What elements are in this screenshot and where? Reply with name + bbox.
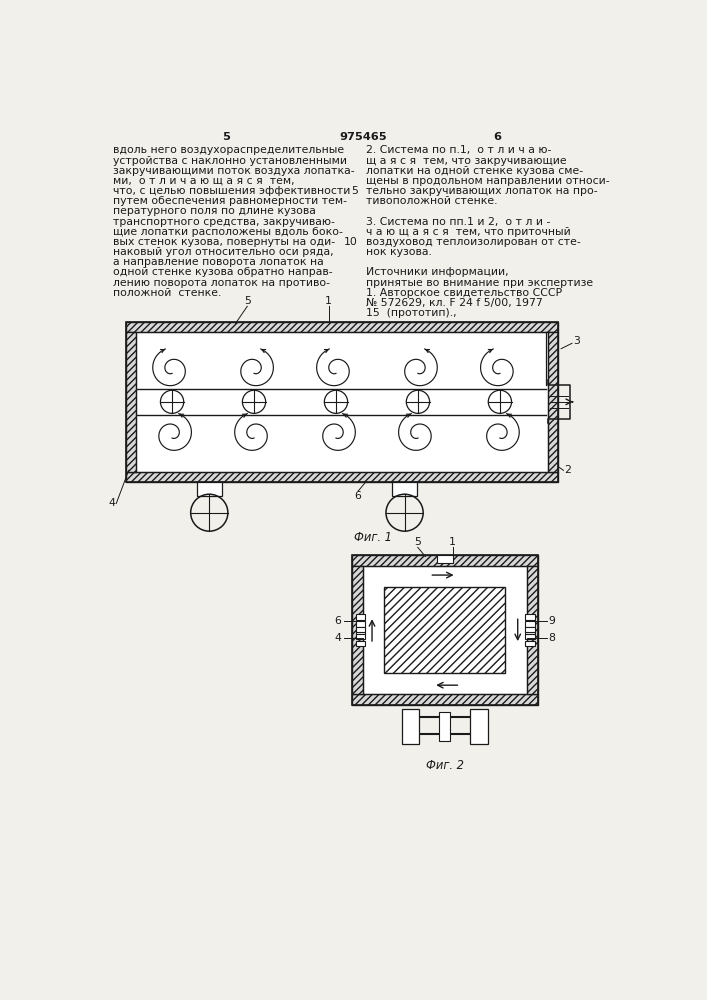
Bar	[525, 614, 534, 620]
Text: 6: 6	[493, 132, 501, 142]
Bar	[356, 627, 365, 632]
Text: принятые во внимание при экспертизе: принятые во внимание при экспертизе	[366, 278, 593, 288]
Bar	[352, 566, 363, 694]
Bar	[136, 332, 548, 472]
Text: 3: 3	[573, 336, 580, 346]
Text: 5: 5	[414, 537, 421, 547]
Text: вдоль него воздухораспределительные: вдоль него воздухораспределительные	[113, 145, 344, 155]
Text: а направление поворота лопаток на: а направление поворота лопаток на	[113, 257, 324, 267]
Bar	[392, 482, 417, 496]
Bar	[352, 694, 538, 705]
Text: лению поворота лопаток на противо-: лению поворота лопаток на противо-	[113, 278, 330, 288]
Text: 975465: 975465	[339, 132, 387, 142]
Text: № 572629, кл. F 24 f 5/00, 1977: № 572629, кл. F 24 f 5/00, 1977	[366, 298, 542, 308]
Bar	[527, 566, 538, 694]
Bar	[363, 566, 527, 694]
Text: Фиг. 2: Фиг. 2	[426, 759, 464, 772]
Text: закручивающими поток воздуха лопатка-: закручивающими поток воздуха лопатка-	[113, 166, 355, 176]
Text: щены в продольном направлении относи-: щены в продольном направлении относи-	[366, 176, 609, 186]
Bar	[470, 709, 488, 744]
Text: 5: 5	[351, 186, 358, 196]
Text: тельно закручивающих лопаток на про-: тельно закручивающих лопаток на про-	[366, 186, 597, 196]
Text: 9: 9	[549, 616, 556, 626]
Text: 8: 8	[549, 633, 556, 643]
Bar	[197, 482, 222, 496]
Text: 5: 5	[221, 132, 230, 142]
Bar	[356, 614, 365, 620]
Text: нок кузова.: нок кузова.	[366, 247, 432, 257]
Text: щие лопатки расположены вдоль боко-: щие лопатки расположены вдоль боко-	[113, 227, 343, 237]
Bar	[440, 712, 450, 741]
Text: 1: 1	[325, 296, 332, 306]
Text: 10: 10	[344, 237, 358, 247]
Bar	[352, 555, 538, 705]
Text: устройства с наклонно установленными: устройства с наклонно установленными	[113, 156, 347, 166]
Bar	[437, 555, 452, 563]
Text: ч а ю щ а я с я  тем, что приточный: ч а ю щ а я с я тем, что приточный	[366, 227, 571, 237]
Bar	[525, 628, 534, 634]
Bar	[136, 332, 548, 472]
Bar	[548, 332, 558, 472]
Bar	[525, 641, 534, 646]
Bar	[525, 627, 534, 632]
Text: транспортного средства, закручиваю-: транспортного средства, закручиваю-	[113, 217, 335, 227]
Text: воздуховод теплоизолирован от сте-: воздуховод теплоизолирован от сте-	[366, 237, 580, 247]
Text: Фиг. 1: Фиг. 1	[354, 531, 392, 544]
Bar	[126, 472, 558, 482]
Text: пературного поля по длине кузова: пературного поля по длине кузова	[113, 206, 316, 216]
Text: ми,  о т л и ч а ю щ а я с я  тем,: ми, о т л и ч а ю щ а я с я тем,	[113, 176, 295, 186]
Text: 3. Система по пп.1 и 2,  о т л и -: 3. Система по пп.1 и 2, о т л и -	[366, 217, 550, 227]
Bar	[356, 634, 365, 639]
Text: положной  стенке.: положной стенке.	[113, 288, 221, 298]
Bar	[356, 628, 365, 634]
Bar	[385, 587, 506, 673]
Bar	[352, 555, 538, 566]
Text: 2: 2	[564, 465, 571, 475]
Text: вых стенок кузова, повернуты на оди-: вых стенок кузова, повернуты на оди-	[113, 237, 335, 247]
Bar	[402, 709, 419, 744]
Text: что, с целью повышения эффективности: что, с целью повышения эффективности	[113, 186, 351, 196]
Bar	[363, 566, 527, 694]
Bar	[126, 322, 558, 482]
Bar	[126, 332, 136, 472]
Text: 4: 4	[334, 633, 341, 643]
Bar	[525, 621, 534, 627]
Text: 2. Система по п.1,  о т л и ч а ю-: 2. Система по п.1, о т л и ч а ю-	[366, 145, 551, 155]
Text: 1: 1	[449, 537, 456, 547]
Text: 6: 6	[334, 616, 341, 626]
Text: щ а я с я  тем, что закручивающие: щ а я с я тем, что закручивающие	[366, 156, 566, 166]
Text: наковый угол относительно оси ряда,: наковый угол относительно оси ряда,	[113, 247, 334, 257]
Text: 1. Авторское свидетельство СССР: 1. Авторское свидетельство СССР	[366, 288, 562, 298]
Text: 6: 6	[355, 491, 361, 501]
Bar	[525, 634, 534, 639]
Text: 5: 5	[244, 296, 251, 306]
Text: 15  (прототип).,: 15 (прототип).,	[366, 308, 457, 318]
Text: 4: 4	[108, 498, 115, 508]
Text: тивоположной стенке.: тивоположной стенке.	[366, 196, 497, 206]
Bar	[356, 621, 365, 627]
Text: лопатки на одной стенке кузова сме-: лопатки на одной стенке кузова сме-	[366, 166, 583, 176]
Text: путем обеспечения равномерности тем-: путем обеспечения равномерности тем-	[113, 196, 347, 206]
Text: Источники информации,: Источники информации,	[366, 267, 508, 277]
Bar	[356, 641, 365, 646]
Text: одной стенке кузова обратно направ-: одной стенке кузова обратно направ-	[113, 267, 333, 277]
Bar	[126, 322, 558, 332]
